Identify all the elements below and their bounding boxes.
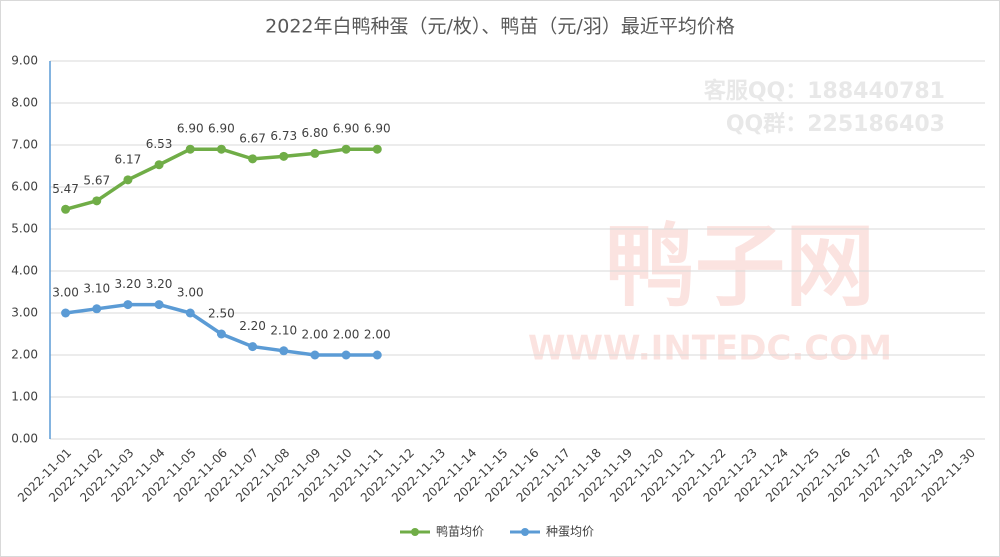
y-tick-label: 5.00: [11, 222, 38, 236]
data-label: 2.50: [208, 307, 235, 321]
legend-marker: [521, 528, 529, 536]
data-label: 6.90: [364, 122, 391, 136]
data-label: 2.10: [270, 323, 297, 337]
y-tick-label: 8.00: [11, 96, 38, 110]
data-label: 3.20: [146, 277, 173, 291]
legend-label: 鸭苗均价: [436, 525, 484, 539]
point: [279, 346, 289, 356]
watermark: 鸭子网: [605, 214, 875, 319]
point: [154, 300, 164, 310]
data-label: 6.90: [208, 122, 235, 136]
legend-label: 种蛋均价: [546, 525, 594, 539]
point: [310, 350, 320, 360]
point: [216, 329, 226, 339]
point: [310, 148, 320, 158]
point: [372, 350, 382, 360]
watermark: WWW.INTEDC.COM: [528, 329, 892, 369]
data-label: 5.67: [83, 173, 110, 187]
data-label: 6.17: [115, 152, 142, 166]
data-label: 3.00: [52, 286, 79, 300]
y-tick-label: 0.00: [11, 432, 38, 446]
data-label: 6.53: [146, 137, 173, 151]
data-label: 3.20: [115, 277, 142, 291]
point: [123, 175, 133, 185]
point: [154, 160, 164, 170]
y-tick-label: 1.00: [11, 390, 38, 404]
y-tick-label: 9.00: [11, 54, 38, 68]
data-label: 2.00: [364, 328, 391, 342]
y-tick-label: 4.00: [11, 264, 38, 278]
point: [123, 300, 133, 310]
point: [92, 196, 102, 206]
data-label: 6.73: [270, 129, 297, 143]
y-tick-label: 6.00: [11, 180, 38, 194]
watermark: 客服QQ：188440781: [704, 78, 945, 104]
data-label: 6.90: [333, 122, 360, 136]
data-label: 2.00: [302, 328, 329, 342]
data-label: 6.67: [239, 131, 266, 145]
data-label: 2.00: [333, 328, 360, 342]
point: [216, 144, 226, 154]
point: [185, 308, 195, 318]
point: [341, 350, 351, 360]
y-tick-label: 3.00: [11, 306, 38, 320]
chart-title: 2022年白鸭种蛋（元/枚）、鸭苗（元/羽）最近平均价格: [265, 16, 735, 38]
legend-marker: [411, 528, 419, 536]
data-label: 6.80: [302, 126, 329, 140]
data-label: 2.20: [239, 319, 266, 333]
point: [341, 144, 351, 154]
watermark: QQ群：225186403: [726, 111, 945, 137]
data-label: 6.90: [177, 122, 204, 136]
data-label: 5.47: [52, 182, 79, 196]
point: [61, 204, 71, 214]
data-label: 3.00: [177, 286, 204, 300]
y-tick-label: 7.00: [11, 138, 38, 152]
y-tick-label: 2.00: [11, 348, 38, 362]
point: [372, 144, 382, 154]
point: [61, 308, 71, 318]
data-label: 3.10: [83, 281, 110, 295]
point: [248, 154, 258, 164]
point: [248, 342, 258, 352]
point: [279, 151, 289, 161]
point: [92, 304, 102, 314]
point: [185, 144, 195, 154]
